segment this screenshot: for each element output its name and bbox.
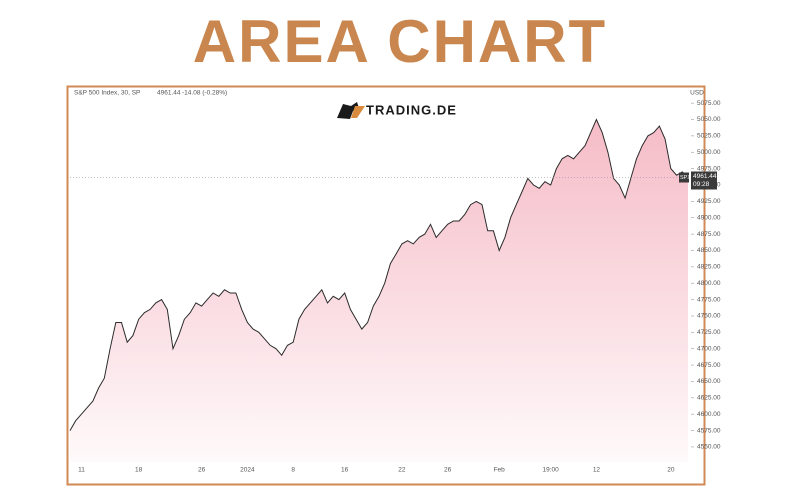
y-tick-label: 4800.00 [697, 280, 721, 287]
x-tick-label: 26 [198, 467, 206, 474]
area-fill [70, 119, 688, 462]
y-tick-label: 5025.00 [697, 133, 721, 140]
y-tick-label: 4850.00 [697, 247, 721, 254]
header-price: 4961.44 [157, 90, 181, 97]
y-tick-label: 4575.00 [697, 427, 721, 434]
y-tick-label: 4625.00 [697, 395, 721, 402]
brand: TRADING.DE [366, 102, 457, 117]
y-tick-label: 4900.00 [697, 214, 721, 221]
y-tick-label: 4875.00 [697, 231, 721, 238]
x-tick-label: 12 [593, 467, 601, 474]
x-tick-label: 8 [291, 467, 295, 474]
price-box [691, 171, 717, 190]
x-tick-label: 19:00 [543, 467, 560, 474]
x-tick-label: 18 [135, 467, 143, 474]
y-tick-label: 5075.00 [697, 100, 721, 107]
y-tick-label: 5050.00 [697, 116, 721, 123]
y-tick-label: 4550.00 [697, 444, 721, 451]
y-tick-label: 4750.00 [697, 313, 721, 320]
price-tag-bg [679, 172, 689, 183]
x-tick-label: 16 [341, 467, 349, 474]
currency: USD [690, 90, 704, 97]
last-price: 4961.44 [693, 173, 717, 180]
y-tick-label: 4825.00 [697, 264, 721, 271]
area-line [69, 118, 689, 431]
brand-logo: TRADING.DE [337, 102, 457, 119]
price-time: 09:28 [693, 181, 710, 188]
x-tick-label: 20 [667, 467, 675, 474]
x-tick-label: 22 [398, 467, 406, 474]
x-tick-label: 2024 [240, 467, 255, 474]
instrument: S&P 500 Index, 30, SP [74, 90, 140, 97]
x-tick-label: 26 [444, 467, 452, 474]
y-tick-label: 4775.00 [697, 296, 721, 303]
y-tick-label: 4725.00 [697, 329, 721, 336]
y-tick-label: 4975.00 [697, 165, 721, 172]
plot: 4550.00 4575.00 4600.00 4625.00 4650.00 4675.… [69, 100, 721, 474]
x-tick-label: 11 [78, 467, 85, 474]
y-tick-label: 4600.00 [697, 411, 721, 418]
y-tick-label: 4925.00 [697, 198, 721, 205]
y-tick-label: 4700.00 [697, 345, 721, 352]
y-tick-label: 5000.00 [697, 149, 721, 156]
x-tick-label: Feb [494, 467, 506, 474]
y-tick-label: 4675.00 [697, 362, 721, 369]
chart-title: AREA CHART [193, 8, 607, 75]
header-change: -14.08 (-0.28%) [182, 90, 227, 97]
y-tick-label: 4650.00 [697, 378, 721, 385]
price-tag: SPX [680, 175, 691, 181]
